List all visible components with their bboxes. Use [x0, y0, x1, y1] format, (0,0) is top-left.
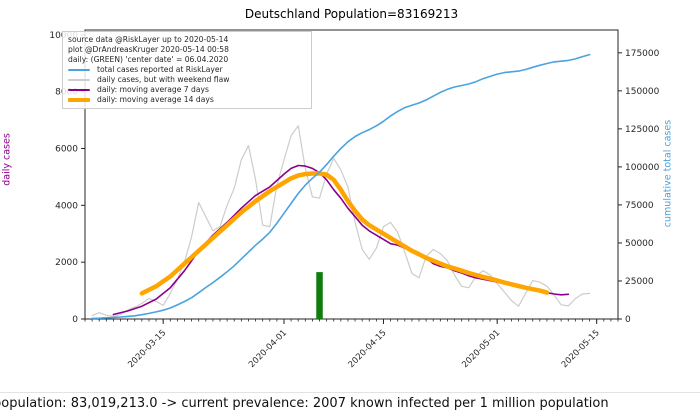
legend-entry-ma14: daily: moving average 14 days: [68, 95, 306, 105]
legend-line-sample-blue: [68, 69, 90, 71]
legend-entry-label: daily cases, but with weekend flaw: [97, 75, 230, 84]
legend-entry-label: total cases reported at RiskLayer: [97, 65, 223, 74]
series-line-daily-moving-average-14-days: [139, 171, 550, 296]
y-left-tick-label: 4000: [55, 201, 78, 211]
y-right-tick-label: 125000: [625, 125, 660, 135]
y-left-tick-label: 6000: [55, 144, 78, 154]
legend-header-line: plot @DrAndreasKruger 2020-05-14 00:58: [68, 45, 306, 55]
legend-line-sample-gray: [68, 79, 90, 81]
legend-line-sample-purple: [68, 89, 90, 91]
x-tick-label: 2020-03-15: [126, 328, 168, 370]
y-axis-left-label: daily cases: [1, 133, 13, 186]
x-tick-label: 2020-04-01: [247, 328, 289, 370]
legend-entry-total-cases: total cases reported at RiskLayer: [68, 65, 306, 75]
x-tick-label: 2020-04-15: [347, 328, 389, 370]
x-tick-label: 2020-05-01: [460, 328, 502, 370]
legend-entry-daily-cases: daily cases, but with weekend flaw: [68, 75, 306, 85]
y-right-tick-label: 75000: [625, 201, 654, 211]
legend-box: source data @RiskLayer up to 2020-05-14 …: [62, 31, 312, 109]
legend-entry-label: daily: moving average 7 days: [97, 85, 209, 94]
y-right-tick-label: 50000: [625, 239, 654, 249]
axes-frame: [84, 29, 619, 320]
legend-entry-label: daily: moving average 14 days: [97, 95, 214, 104]
legend-entry-ma7: daily: moving average 7 days: [68, 85, 306, 95]
y-left-tick-label: 2000: [55, 258, 78, 268]
y-axis-right-label: cumulative total cases: [662, 119, 674, 228]
y-right-tick-label: 100000: [625, 163, 660, 173]
legend-plot-text: plot @DrAndreasKruger 2020-05-14 00:58: [68, 45, 229, 54]
chart-title: Deutschland Population=83169213: [244, 7, 459, 21]
legend-header-line: source data @RiskLayer up to 2020-05-14: [68, 35, 306, 45]
y-right-tick-label: 0: [625, 315, 631, 325]
center-date-bar: [316, 272, 323, 319]
y-right-tick-label: 25000: [625, 277, 654, 287]
footer-divider: [0, 392, 700, 393]
y-right-tick-label: 150000: [625, 87, 660, 97]
y-left-tick-label: 0: [72, 315, 78, 325]
legend-line-sample-orange: [68, 98, 90, 102]
legend-source-text: source data @RiskLayer up to 2020-05-14: [68, 35, 229, 44]
footer-prevalence-text: population: 83,019,213.0 -> current prev…: [0, 396, 609, 411]
legend-centerdate-text: daily: (GREEN) 'center date' = 06.04.202…: [68, 55, 229, 64]
series-line-daily-cases-but-with-weekend-flaw: [91, 125, 591, 317]
y-right-tick-label: 175000: [625, 49, 660, 59]
series-line-total-cases-reported-at-risklayer: [91, 53, 591, 320]
x-tick-label: 2020-05-15: [560, 328, 602, 370]
legend-header-line: daily: (GREEN) 'center date' = 06.04.202…: [68, 55, 306, 65]
